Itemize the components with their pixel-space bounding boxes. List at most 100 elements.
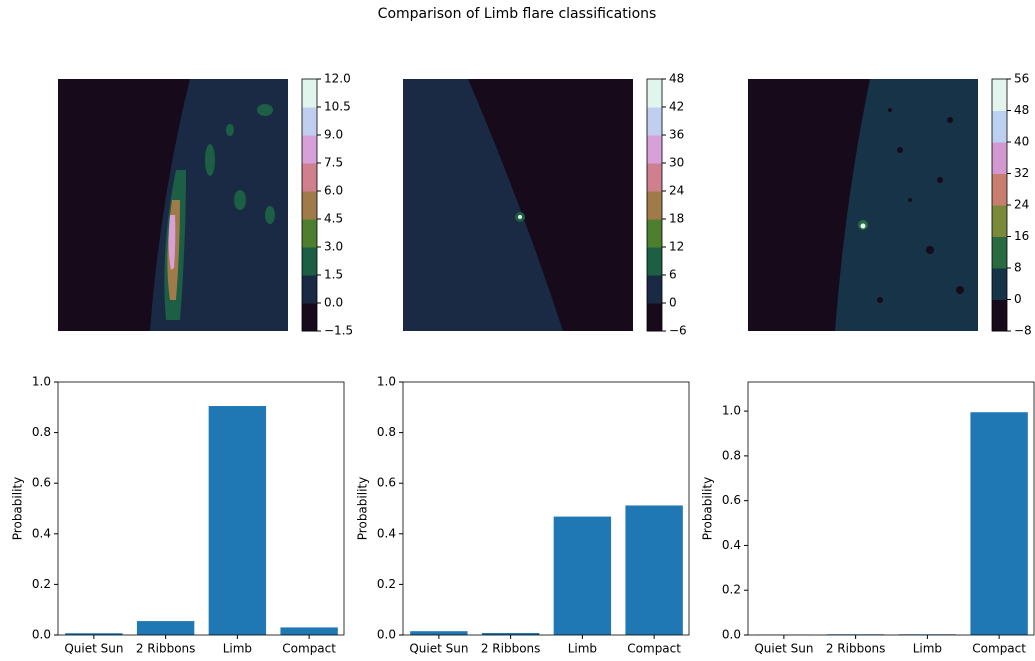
colorbar-band (647, 247, 662, 276)
colorbar-band (647, 303, 662, 332)
colorbar-band (302, 247, 317, 276)
colorbar-tick-label: 0 (1014, 292, 1022, 306)
colorbar-band (992, 268, 1007, 300)
y-tick-label: 0.6 (32, 476, 51, 490)
y-tick-label: 0.0 (32, 628, 51, 642)
colorbar-band (647, 79, 662, 108)
colorbar-band (302, 275, 317, 304)
x-tick-label: 2 Ribbons (481, 642, 541, 656)
y-tick-label: 0.6 (377, 476, 396, 490)
x-tick-label: Compact (972, 642, 1026, 656)
colorbar-tick-label: 1.5 (324, 268, 343, 282)
bar (625, 505, 683, 635)
x-tick-label: Limb (223, 642, 252, 656)
colorbar-band (647, 107, 662, 136)
colorbar-band (992, 299, 1007, 332)
colorbar-tick-label: 32 (1014, 166, 1029, 180)
colorbar-tick-label: 42 (669, 100, 684, 114)
colorbar-band (302, 219, 317, 248)
colorbar-tick-label: 12.0 (324, 72, 351, 86)
colorbar-tick-label: −1.5 (324, 324, 353, 338)
colorbar-tick-label: 40 (1014, 135, 1029, 149)
colorbar-tick-label: −6 (669, 324, 687, 338)
y-tick-label: 0.8 (32, 425, 51, 439)
bar (280, 627, 338, 635)
colorbar-tick-label: 12 (669, 240, 684, 254)
colorbar-tick-label: 9.0 (324, 128, 343, 142)
colorbar-tick-label: 48 (669, 72, 684, 86)
bar (65, 633, 123, 635)
y-axis-label: Probability (356, 477, 370, 540)
bar (136, 621, 195, 635)
colorbar-tick-label: 18 (669, 212, 684, 226)
colorbar-tick-label: 8 (1014, 261, 1022, 275)
colorbar-band (992, 110, 1007, 143)
colorbar-tick-label: 16 (1014, 229, 1029, 243)
colorbar-tick-label: 0.0 (324, 296, 343, 310)
y-tick-label: 0.8 (377, 425, 396, 439)
colorbar-band (992, 236, 1007, 269)
bar (553, 516, 612, 635)
colorbar-band (647, 219, 662, 248)
x-tick-label: Quiet Sun (754, 642, 813, 656)
x-tick-label: Compact (627, 642, 681, 656)
figure-title: Comparison of Limb flare classifications (378, 6, 657, 22)
x-tick-label: Compact (282, 642, 336, 656)
colorbar-band (647, 191, 662, 220)
x-tick-label: Quiet Sun (64, 642, 123, 656)
colorbar-band (302, 135, 317, 164)
colorbar-tick-label: 6 (669, 268, 677, 282)
colorbar-tick-label: 6.0 (324, 184, 343, 198)
colorbar-frame (646, 78, 663, 332)
colorbar-tick-label: 24 (669, 184, 684, 198)
x-tick-label: Quiet Sun (409, 642, 468, 656)
bar (410, 631, 468, 635)
colorbar-tick-label: 4.5 (324, 212, 343, 226)
y-tick-label: 0.6 (722, 493, 741, 507)
colorbar-band (302, 107, 317, 136)
x-tick-label: Limb (913, 642, 942, 656)
y-tick-label: 0.4 (377, 526, 396, 540)
axes-frame (747, 381, 1035, 636)
axes-frame (402, 381, 690, 636)
y-tick-label: 0.2 (722, 583, 741, 597)
y-tick-label: 0.2 (377, 577, 396, 591)
y-tick-label: 1.0 (722, 404, 741, 418)
y-tick-label: 0.4 (722, 538, 741, 552)
colorbar-band (992, 173, 1007, 206)
y-axis-label: Probability (701, 477, 715, 540)
colorbar-tick-label: −8 (1014, 324, 1032, 338)
colorbar-tick-label: 30 (669, 156, 684, 170)
axes-frame (57, 381, 345, 636)
colorbar-band (302, 191, 317, 220)
colorbar-tick-label: 24 (1014, 198, 1029, 212)
colorbar-band (647, 135, 662, 164)
colorbar-band (992, 205, 1007, 237)
y-tick-label: 0.0 (377, 628, 396, 642)
colorbar-band (992, 79, 1007, 111)
colorbar-tick-label: 7.5 (324, 156, 343, 170)
colorbar-band (302, 163, 317, 192)
colorbar-band (647, 275, 662, 304)
bar (481, 632, 540, 635)
x-tick-label: 2 Ribbons (136, 642, 196, 656)
colorbar-band (302, 79, 317, 108)
y-axis-label: Probability (11, 477, 25, 540)
colorbar-tick-label: 3.0 (324, 240, 343, 254)
colorbar-band (302, 303, 317, 332)
y-tick-label: 0.4 (32, 526, 51, 540)
x-tick-label: Limb (568, 642, 597, 656)
y-tick-label: 1.0 (32, 375, 51, 389)
bar (970, 412, 1028, 635)
colorbar-tick-label: 10.5 (324, 100, 351, 114)
colorbar-band (647, 163, 662, 192)
image-art (58, 79, 978, 331)
y-tick-label: 0.8 (722, 448, 741, 462)
x-tick-label: 2 Ribbons (826, 642, 886, 656)
colorbar-band (992, 142, 1007, 174)
y-tick-label: 1.0 (377, 375, 396, 389)
bar (208, 406, 267, 635)
colorbar-tick-label: 56 (1014, 72, 1029, 86)
colorbar-frame (301, 78, 318, 332)
